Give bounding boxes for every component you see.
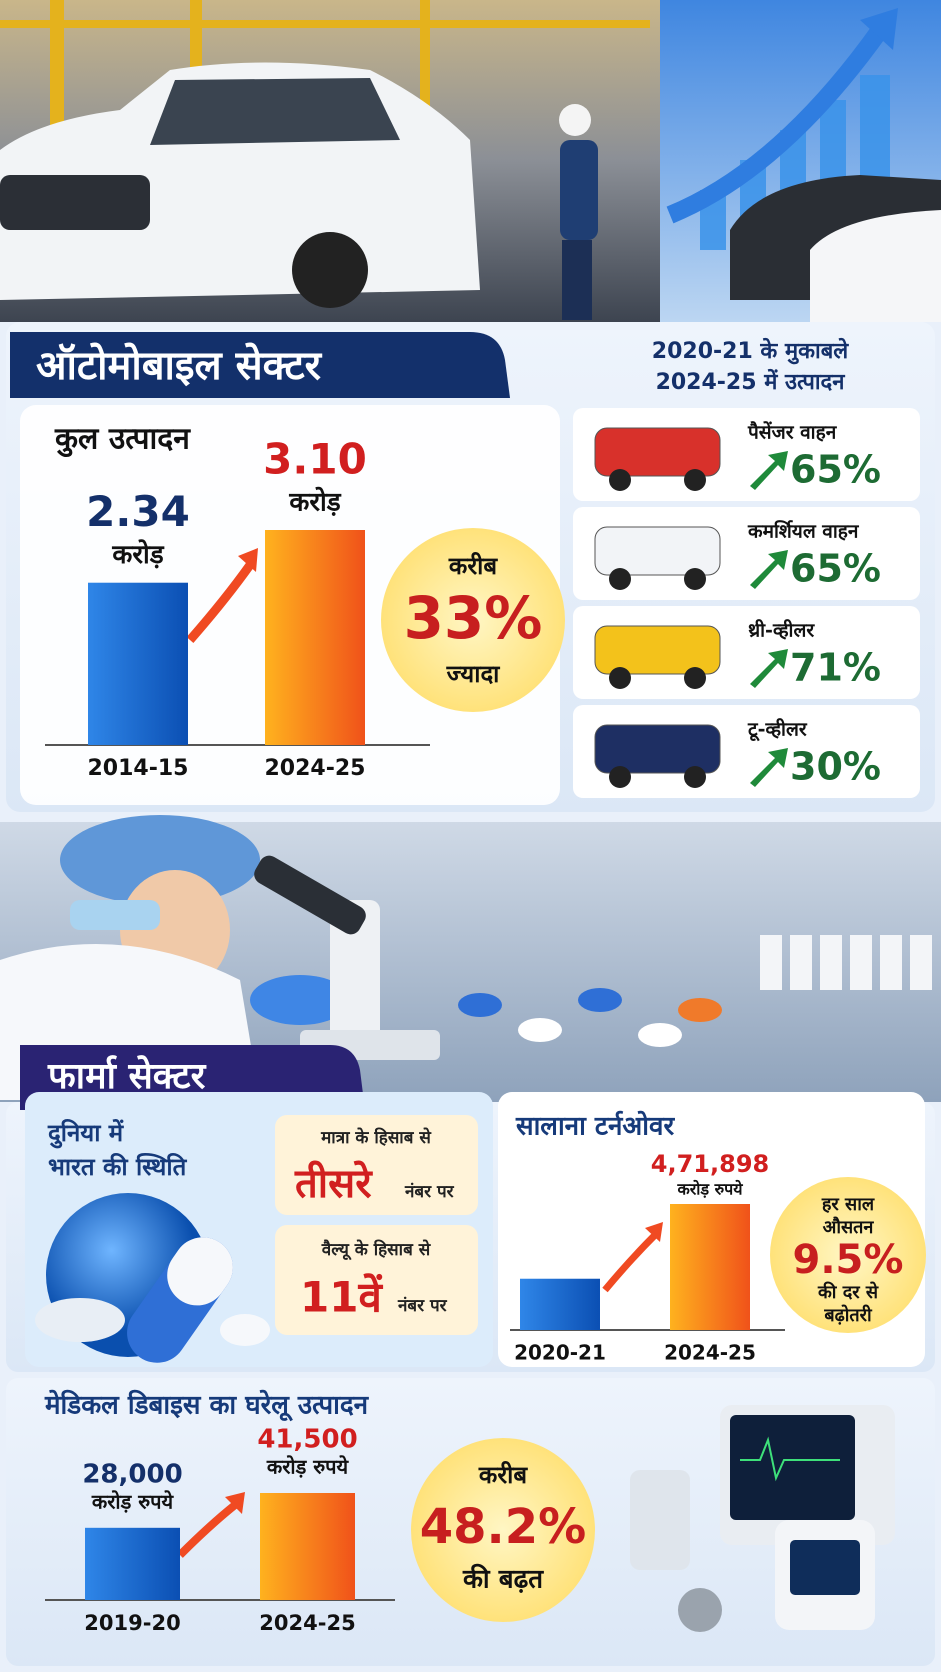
- section-title: ऑटोमोबाइल सेक्टर: [36, 342, 323, 389]
- bar-unit: करोड़ रुपये: [676, 1180, 743, 1199]
- badge-text: करीब: [448, 552, 498, 580]
- growth-badge: [411, 1438, 595, 1622]
- bar-unit: करोड़: [111, 539, 164, 570]
- bar-unit: करोड़ रुपये: [91, 1489, 175, 1513]
- vehicle-icon: [594, 724, 721, 774]
- item-label: टू-व्हीलर: [747, 718, 808, 742]
- comparison-heading: 2024-25 में उत्पादन: [656, 368, 846, 395]
- rank-card: [275, 1115, 478, 1215]
- vehicle-icon: [594, 427, 721, 477]
- bar: [670, 1204, 750, 1330]
- pills: [458, 988, 722, 1047]
- period-label: 2020-21: [514, 1341, 606, 1365]
- up-arrow: [750, 748, 788, 787]
- item-label: थ्री-व्हीलर: [748, 619, 815, 642]
- card-title: दुनिया में: [47, 1119, 125, 1149]
- white-suv: [0, 62, 480, 308]
- section-title: फार्मा सेक्टर: [47, 1055, 207, 1097]
- up-arrow: [750, 451, 788, 490]
- comparison-heading: 2020-21 के मुकाबले: [652, 337, 850, 365]
- period-label: 2024-25: [265, 756, 366, 781]
- rank-value: 11वें: [300, 1273, 383, 1322]
- bar-value: 3.10: [263, 435, 367, 484]
- bar: [260, 1493, 355, 1600]
- wheel: [609, 568, 631, 590]
- growth-badge: [381, 528, 565, 712]
- badge-text: की दर से: [817, 1281, 879, 1303]
- parked-cars: [730, 175, 941, 322]
- vials: [760, 935, 932, 990]
- wheel: [609, 667, 631, 689]
- growth-badge: [770, 1177, 926, 1333]
- badge-text: औसतन: [823, 1216, 875, 1238]
- up-arrow: [750, 649, 788, 688]
- arrow-head: [860, 8, 898, 50]
- bar: [520, 1278, 600, 1330]
- microscope: [254, 855, 440, 1060]
- rank-suffix: नंबर पर: [404, 1182, 455, 1202]
- period-label: 2024-25: [664, 1341, 756, 1365]
- badge-text: करीब: [478, 1461, 528, 1489]
- bar-unit: करोड़: [288, 487, 341, 518]
- bar: [265, 530, 365, 745]
- bar: [85, 1527, 180, 1600]
- item-value: 65%: [790, 547, 881, 591]
- item-label: पैसेंजर वाहन: [747, 421, 838, 444]
- item-value: 71%: [790, 646, 881, 690]
- bar-value: 2.34: [86, 487, 190, 536]
- arrow-head: [238, 548, 258, 572]
- wheel: [609, 766, 631, 788]
- up-arrow: [750, 550, 788, 589]
- badge-value: 9.5%: [793, 1237, 904, 1283]
- rank-value: तीसरे: [294, 1160, 373, 1207]
- arrow-head: [225, 1492, 245, 1514]
- badge-text: बढ़ोतरी: [823, 1304, 873, 1326]
- wheel: [684, 469, 706, 491]
- card-title: भारत की स्थिति: [48, 1153, 188, 1181]
- rank-basis: वैल्यू के हिसाब से: [321, 1239, 432, 1261]
- wheel: [684, 766, 706, 788]
- wheel: [684, 667, 706, 689]
- growth-arrow: [666, 24, 888, 224]
- item-label: कमर्शियल वाहन: [747, 520, 860, 543]
- trend-arrow: [186, 562, 254, 643]
- bar-value: 4,71,898: [651, 1150, 769, 1178]
- period-label: 2019-20: [84, 1611, 180, 1635]
- bar: [88, 582, 188, 745]
- title-banner: [10, 332, 510, 398]
- badge-value: 48.2%: [420, 1499, 587, 1555]
- badge-text: की बढ़त: [462, 1564, 544, 1595]
- badge-value: 33%: [404, 584, 543, 652]
- badge-text: ज्यादा: [446, 660, 501, 688]
- capsules: [35, 1237, 270, 1363]
- card-title: सालाना टर्नओवर: [515, 1111, 675, 1142]
- badge-text: हर साल: [821, 1194, 875, 1215]
- bar-value: 28,000: [82, 1459, 182, 1489]
- wheel: [609, 469, 631, 491]
- period-label: 2024-25: [259, 1611, 355, 1635]
- worker: [559, 104, 598, 320]
- item-value: 30%: [790, 745, 881, 789]
- trend-arrow: [602, 1232, 658, 1293]
- section-title: मेडिकल डिबाइस का घरेलू उत्पादन: [44, 1390, 370, 1422]
- trend-arrow: [177, 1501, 238, 1558]
- item-value: 65%: [790, 448, 881, 492]
- rank-suffix: नंबर पर: [397, 1296, 448, 1316]
- vehicle-icon: [594, 625, 721, 675]
- bar-value: 41,500: [257, 1425, 357, 1455]
- wheel: [684, 568, 706, 590]
- medical-equipment: [630, 1405, 895, 1632]
- rank-card: [275, 1225, 478, 1335]
- period-label: 2014-15: [88, 756, 189, 781]
- bar-unit: करोड़ रुपये: [266, 1455, 350, 1479]
- arrow-head: [645, 1222, 663, 1242]
- rank-basis: मात्रा के हिसाब से: [320, 1127, 432, 1148]
- card-title: कुल उत्पादन: [54, 422, 191, 458]
- vehicle-icon: [594, 526, 721, 576]
